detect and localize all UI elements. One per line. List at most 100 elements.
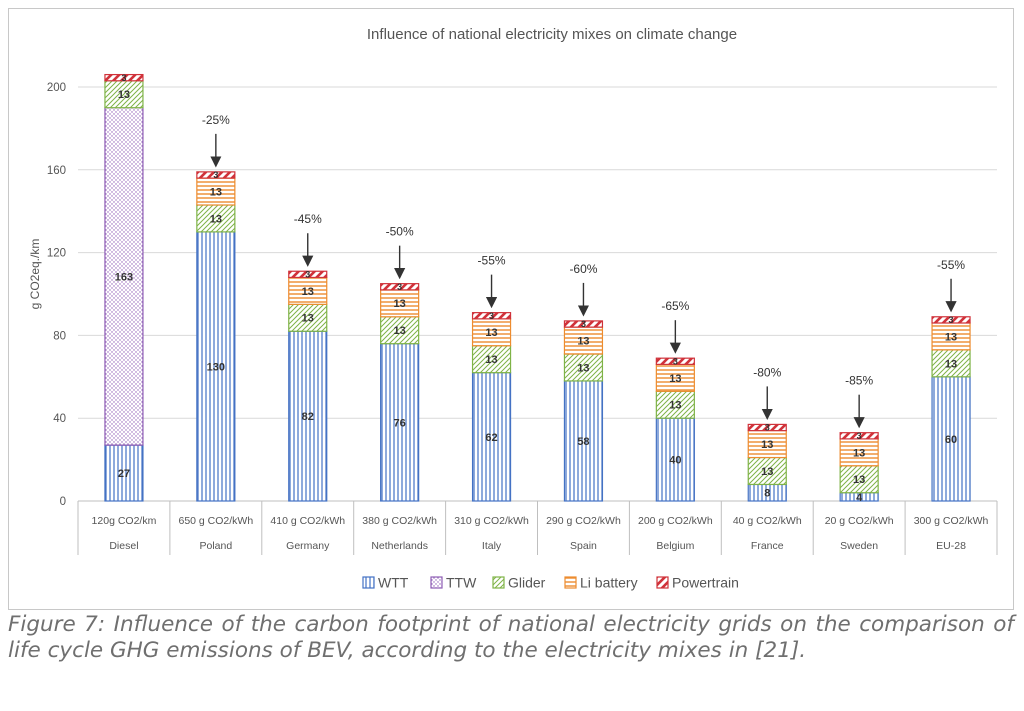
data-label-belgium-glider: 13 — [669, 400, 681, 412]
legend-swatch-glider — [492, 576, 505, 589]
legend-label-powertrain: Powertrain — [672, 575, 739, 591]
bar-france-powertrain — [747, 423, 787, 432]
x-tick-intensity-belgium: 200 g CO2/kWh — [638, 515, 713, 527]
reduction-label-italy: -55% — [478, 254, 506, 268]
data-label-diesel-powertrain: 3 — [121, 73, 126, 83]
bar-sweden-powertrain — [839, 432, 879, 440]
reduction-label-sweden: -85% — [845, 374, 873, 388]
x-tick-intensity-spain: 290 g CO2/kWh — [546, 515, 621, 527]
bar-italy-glider — [471, 345, 512, 374]
reduction-label-germany: -45% — [294, 212, 322, 226]
reduction-label-france: -80% — [753, 365, 781, 379]
chart-frame: Influence of national electricity mixes … — [8, 8, 1014, 610]
legend-label-glider: Glider — [508, 575, 546, 591]
x-tick-intensity-eu-28: 300 g CO2/kWh — [914, 515, 989, 527]
data-label-spain-powertrain: 3 — [581, 319, 586, 329]
x-tick-intensity-sweden: 20 g CO2/kWh — [825, 515, 894, 527]
bar-germany-li-battery — [288, 276, 328, 305]
legend-swatch-wtt — [362, 576, 375, 589]
legend: WTT TTW Glider Li battery Powertrain — [362, 575, 739, 591]
bar-spain-li-battery — [563, 326, 604, 355]
data-label-eu-28-wtt: 60 — [945, 434, 957, 446]
bar-spain-wtt — [563, 380, 604, 502]
bar-italy-wtt — [471, 372, 512, 502]
data-label-spain-wtt: 58 — [577, 436, 589, 448]
bar-poland-powertrain — [196, 171, 236, 179]
x-tick-label-spain: Spain — [570, 540, 597, 552]
bar-belgium-powertrain — [655, 357, 695, 365]
data-label-eu-28-li-battery: 13 — [945, 331, 957, 343]
x-tick-label-belgium: Belgium — [656, 540, 694, 552]
data-label-sweden-wtt: 4 — [856, 492, 863, 504]
data-label-poland-glider: 13 — [210, 213, 222, 225]
data-label-diesel-ttw: 163 — [115, 271, 133, 283]
y-tick-label-40: 40 — [53, 413, 66, 425]
y-axis-label: g CO2eq./km — [28, 239, 42, 310]
bar-france-glider — [747, 456, 787, 486]
data-label-poland-wtt: 130 — [207, 361, 225, 373]
data-label-diesel-glider: 13 — [118, 89, 130, 101]
chart: Influence of national electricity mixes … — [28, 26, 998, 591]
bar-spain-powertrain — [563, 320, 604, 328]
data-label-germany-powertrain: 3 — [305, 270, 310, 280]
x-tick-intensity-italy: 310 g CO2/kWh — [454, 515, 529, 527]
x-tick-label-diesel: Diesel — [109, 540, 138, 552]
x-tick-intensity-netherlands: 380 g CO2/kWh — [362, 515, 437, 527]
data-label-germany-wtt: 82 — [302, 411, 314, 423]
data-label-netherlands-li-battery: 13 — [394, 298, 406, 310]
figure-caption: Figure 7: Influence of the carbon footpr… — [8, 612, 1014, 663]
x-tick-label-eu-28: EU-28 — [936, 540, 966, 552]
bar-netherlands-wtt — [380, 343, 420, 502]
data-label-sweden-glider: 13 — [853, 474, 865, 486]
bar-sweden-li-battery — [839, 438, 879, 467]
data-label-poland-powertrain: 3 — [213, 170, 218, 180]
y-tick-label-200: 200 — [47, 82, 66, 94]
x-tick-intensity-poland: 650 g CO2/kWh — [178, 515, 253, 527]
y-tick-label-80: 80 — [53, 330, 66, 342]
legend-label-li-battery: Li battery — [580, 575, 638, 591]
x-tick-label-france: France — [751, 540, 784, 552]
data-label-belgium-wtt: 40 — [669, 455, 681, 467]
data-label-spain-li-battery: 13 — [577, 336, 589, 348]
reduction-label-spain: -60% — [569, 262, 597, 276]
data-label-diesel-wtt: 27 — [118, 468, 130, 480]
x-tick-label-sweden: Sweden — [840, 540, 878, 552]
y-tick-label-120: 120 — [47, 248, 66, 260]
bar-spain-glider — [563, 353, 604, 382]
bar-germany-wtt — [288, 330, 328, 502]
bar-diesel-glider — [104, 80, 144, 109]
legend-label-wtt: WTT — [378, 575, 409, 591]
legend-label-ttw: TTW — [446, 575, 477, 591]
reduction-label-eu-28: -55% — [937, 258, 965, 272]
bar-italy-powertrain — [471, 312, 512, 320]
data-label-sweden-li-battery: 13 — [853, 447, 865, 459]
legend-swatch-ttw — [430, 576, 443, 589]
bar-eu-28-powertrain — [931, 316, 971, 324]
x-tick-intensity-germany: 410 g CO2/kWh — [270, 515, 345, 527]
bar-diesel-wtt — [104, 444, 144, 502]
bar-poland-li-battery — [196, 177, 236, 206]
data-label-belgium-powertrain: 3 — [673, 356, 678, 366]
data-label-france-wtt: 8 — [764, 488, 770, 500]
data-label-france-glider: 13 — [761, 466, 773, 478]
bar-germany-powertrain — [288, 270, 328, 279]
x-tick-label-poland: Poland — [199, 540, 232, 552]
bars: 27 163 13 3 130 13 13 3 -25% 82 13 13 3 -45% 76 13 13 3 -5… — [104, 73, 971, 504]
data-label-netherlands-wtt: 76 — [394, 417, 406, 429]
bar-diesel-ttw — [104, 107, 144, 446]
data-label-eu-28-powertrain: 3 — [949, 315, 954, 325]
bar-netherlands-powertrain — [380, 283, 420, 291]
legend-swatch-li-battery — [564, 576, 577, 589]
data-label-netherlands-powertrain: 3 — [397, 282, 402, 292]
bar-netherlands-li-battery — [380, 289, 420, 318]
data-label-italy-glider: 13 — [485, 354, 497, 366]
reduction-label-poland: -25% — [202, 113, 230, 127]
data-label-italy-wtt: 62 — [485, 432, 497, 444]
data-label-belgium-li-battery: 13 — [669, 373, 681, 385]
data-label-eu-28-glider: 13 — [945, 358, 957, 370]
bar-belgium-glider — [655, 390, 695, 419]
chart-title: Influence of national electricity mixes … — [367, 26, 737, 43]
y-tick-label-160: 160 — [47, 165, 66, 177]
data-label-italy-powertrain: 3 — [489, 311, 494, 321]
data-label-germany-li-battery: 13 — [302, 286, 314, 298]
